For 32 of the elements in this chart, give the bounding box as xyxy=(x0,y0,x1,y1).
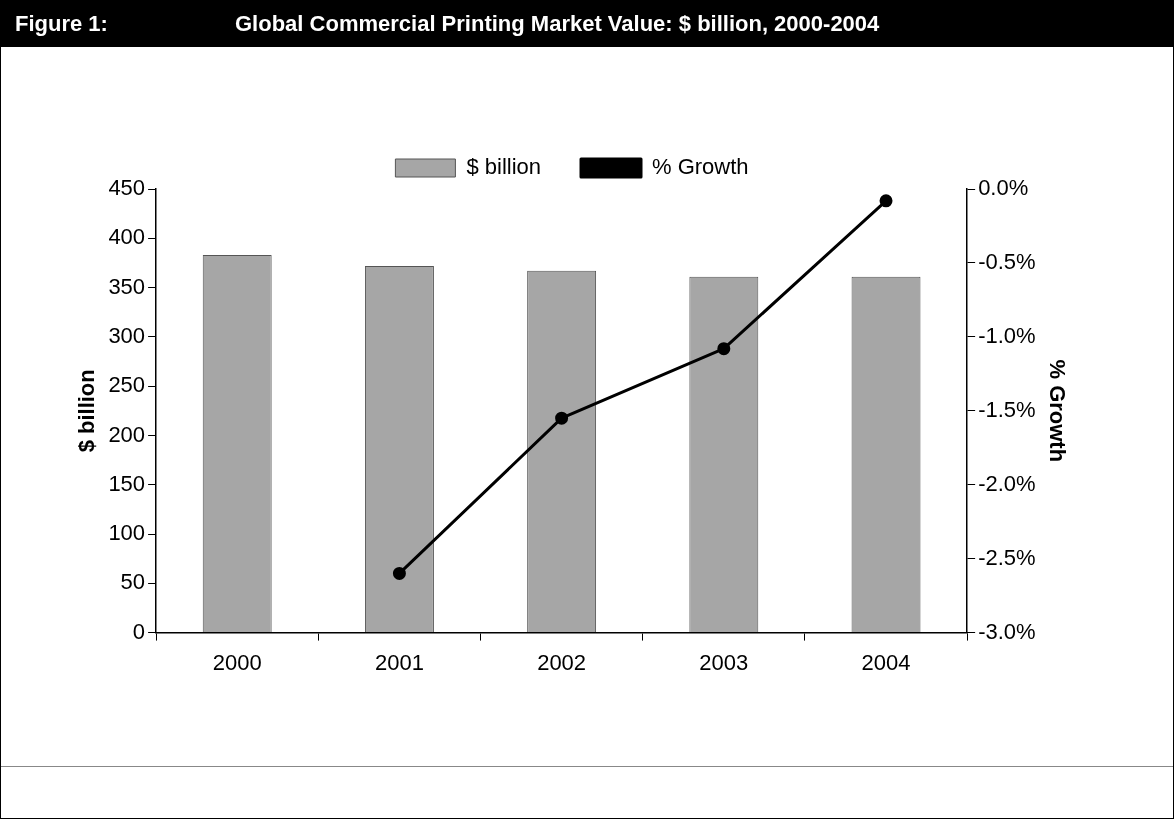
y2-tick-label: -3.0% xyxy=(978,618,1036,644)
y-tick-label: 150 xyxy=(108,470,146,496)
y-tick-label: 50 xyxy=(120,569,146,595)
point xyxy=(717,342,731,356)
y-tick-label: 400 xyxy=(108,224,146,250)
y-tick-label: 300 xyxy=(108,322,146,348)
y2-tick-label: 0.0% xyxy=(978,175,1029,201)
point xyxy=(879,194,893,208)
point xyxy=(555,411,569,425)
x-tick-label: 2001 xyxy=(374,649,424,675)
y2-tick-label: -0.5% xyxy=(978,249,1036,274)
point xyxy=(392,566,406,580)
y-tick-label: 250 xyxy=(108,372,146,398)
chart-title: Global Commercial Printing Market Value: $ billion, 2000-2004 xyxy=(235,11,880,37)
y2-tick-label: -1.0% xyxy=(978,322,1036,348)
y-tick-label: 0 xyxy=(132,618,146,644)
y2-axis-title: % Growth xyxy=(1044,359,1070,463)
y-tick-label: 350 xyxy=(108,273,146,299)
y2-tick-label: -2.5% xyxy=(978,544,1036,570)
legend-label: $ billion xyxy=(466,154,542,180)
caption: Figure 1: xyxy=(15,11,109,37)
x-tick-label: 2000 xyxy=(212,649,262,675)
y-tick-label: 100 xyxy=(108,520,146,546)
legend-label: % Growth xyxy=(652,154,749,180)
y2-tick-label: -1.5% xyxy=(978,396,1036,422)
x-tick-label: 2002 xyxy=(537,649,587,675)
x-tick-label: 2004 xyxy=(861,649,911,675)
y-tick-label: 200 xyxy=(108,421,146,447)
y2-tick-label: -2.0% xyxy=(978,470,1036,496)
y-axis-title: $ billion xyxy=(74,369,100,453)
x-tick-label: 2003 xyxy=(699,649,749,675)
y-tick-label: 450 xyxy=(108,175,146,201)
